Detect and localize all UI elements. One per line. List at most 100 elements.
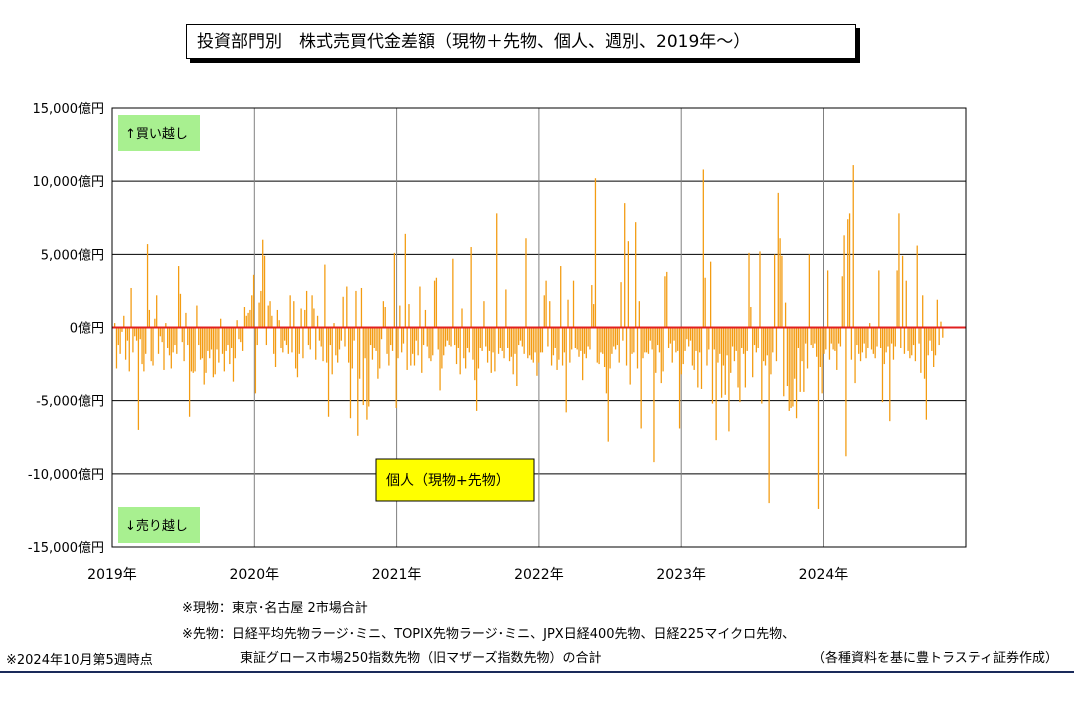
bar <box>117 327 119 346</box>
bar <box>719 327 721 354</box>
bar <box>872 327 874 354</box>
note-as-of: ※2024年10月第5週時点 <box>6 653 153 668</box>
bar <box>304 309 306 328</box>
bar <box>624 203 626 328</box>
bar <box>647 327 650 354</box>
bar <box>475 327 478 411</box>
bar <box>565 327 567 413</box>
bar <box>203 327 205 385</box>
bar <box>333 323 335 328</box>
x-tick-label: 2020年 <box>229 567 279 583</box>
bar <box>728 327 730 432</box>
bar <box>406 327 408 370</box>
bar <box>154 318 156 328</box>
sell-label-bg <box>118 507 200 543</box>
bar <box>474 327 476 381</box>
bar <box>220 318 222 328</box>
bar <box>448 327 450 346</box>
bar <box>620 282 622 328</box>
bar <box>936 299 938 328</box>
bar <box>896 270 898 328</box>
bar <box>470 247 472 328</box>
bar <box>808 254 810 328</box>
bar <box>560 266 562 328</box>
bar <box>706 327 708 366</box>
y-tick-label: 5,000億円 <box>41 247 104 263</box>
bar <box>603 327 606 368</box>
bar <box>529 327 531 356</box>
note-futures-line1: ※先物：日経平均先物ラージ･ミニ、TOPIX先物ラージ･ミニ、JPX日経400先… <box>182 627 796 642</box>
bar <box>176 327 178 354</box>
bar <box>755 327 757 353</box>
bar <box>572 280 575 328</box>
bar <box>514 327 516 354</box>
bar <box>329 327 332 346</box>
bar <box>874 327 876 359</box>
bar <box>607 327 609 442</box>
bar <box>569 327 571 363</box>
bar <box>715 327 717 441</box>
bar <box>885 327 887 353</box>
bar <box>161 327 163 343</box>
bars-layer <box>114 165 944 509</box>
bar <box>817 327 820 509</box>
bar <box>291 327 293 353</box>
bar <box>121 327 123 332</box>
bar <box>413 327 416 366</box>
bar <box>768 327 770 504</box>
bar <box>596 327 598 363</box>
bar <box>629 327 631 385</box>
bar <box>892 327 895 360</box>
bar <box>733 327 736 362</box>
bar <box>911 327 913 356</box>
bar <box>145 327 147 354</box>
bar <box>797 327 800 348</box>
bar <box>602 327 604 354</box>
bar <box>583 327 586 354</box>
bar <box>214 327 216 375</box>
bar <box>907 327 909 351</box>
bar <box>931 327 933 351</box>
bar <box>521 327 523 347</box>
bar <box>660 327 662 384</box>
bar <box>439 327 441 391</box>
x-tick-label: 2024年 <box>799 567 849 583</box>
bar <box>883 327 885 365</box>
bar <box>360 287 363 328</box>
bar <box>571 327 573 350</box>
bar <box>397 327 399 359</box>
bar <box>823 327 825 354</box>
bar <box>616 327 619 346</box>
bar <box>433 280 436 328</box>
bar <box>150 327 152 362</box>
bar <box>342 296 344 328</box>
bar <box>358 327 361 379</box>
bar <box>558 327 560 360</box>
bar <box>156 295 158 328</box>
bar <box>746 327 748 351</box>
bar <box>836 327 838 370</box>
bar <box>903 327 906 354</box>
bar <box>430 327 432 362</box>
bar <box>708 327 710 350</box>
bar <box>667 327 670 348</box>
bar <box>662 327 664 372</box>
bar <box>271 315 273 328</box>
bar <box>384 307 386 328</box>
bar <box>249 309 251 328</box>
bar <box>305 290 308 328</box>
bar <box>379 327 381 369</box>
bar <box>401 327 403 353</box>
bar <box>848 213 851 328</box>
bar <box>580 327 582 351</box>
bar <box>819 327 821 368</box>
y-axis: -15,000億円 -10,000億円 -5,000億円 0億円 5,000億円 10,0… <box>28 101 104 556</box>
bar <box>446 327 449 341</box>
bar <box>859 327 862 362</box>
bar <box>404 233 406 328</box>
bar <box>267 305 269 328</box>
bar <box>552 327 555 356</box>
bar <box>722 327 725 366</box>
sell-label: ↓売り越し <box>125 518 188 534</box>
bar <box>938 327 940 346</box>
